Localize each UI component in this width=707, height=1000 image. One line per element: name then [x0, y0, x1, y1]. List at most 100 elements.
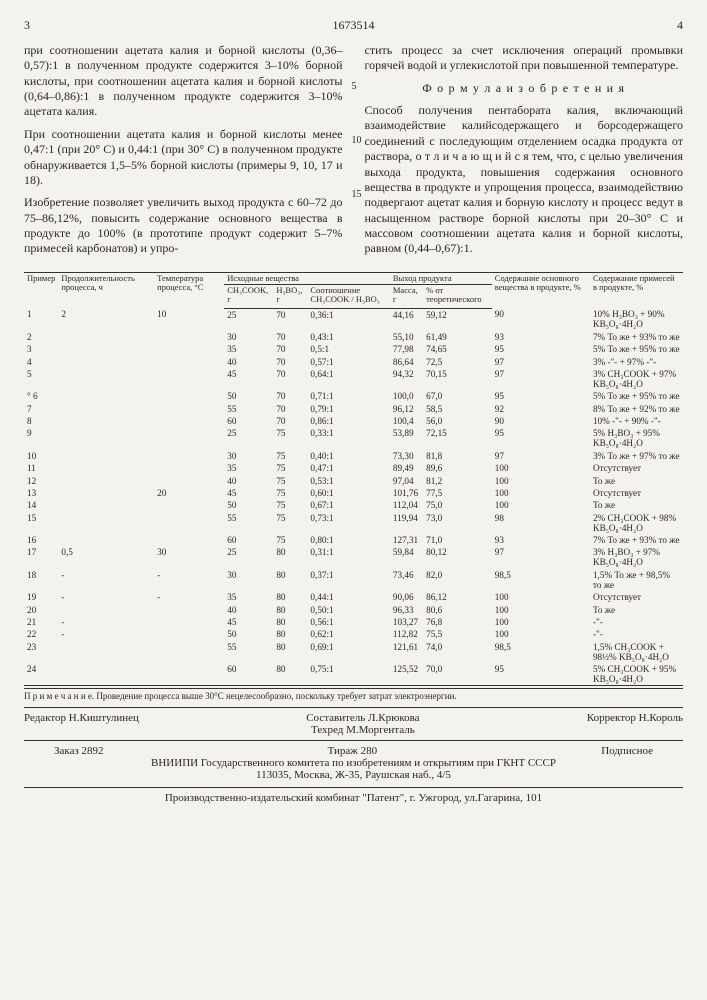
table-cell — [154, 474, 224, 486]
table-cell: 0,62:1 — [307, 628, 389, 640]
table-cell — [154, 343, 224, 355]
table-cell: 55,10 — [390, 331, 423, 343]
table-cell: 35 — [224, 591, 273, 603]
table-cell: 121,61 — [390, 640, 423, 662]
para-l2: При соотношении ацетата калия и борной к… — [24, 127, 343, 188]
table-cell: 80 — [273, 569, 307, 591]
text-columns: при соотношении ацетата калия и борной к… — [24, 43, 683, 264]
table-cell: 0,80:1 — [307, 534, 389, 546]
th-temp: Температура процесса, °C — [154, 272, 224, 308]
table-cell: 100 — [492, 487, 590, 499]
table-cell: 75 — [273, 462, 307, 474]
table-cell: - — [154, 591, 224, 603]
table-cell: 22 — [24, 628, 58, 640]
page-right: 4 — [677, 18, 683, 33]
table-cell: 5% CH₃COOK + 95% KB₅O₈·4H₂O — [590, 663, 683, 686]
table-row: 1555750,73:1119,9473,0982% CH₃COOK + 98%… — [24, 511, 683, 533]
table-cell: 89,49 — [390, 462, 423, 474]
table-cell: 2% CH₃COOK + 98% KB₅O₈·4H₂O — [590, 511, 683, 533]
table-cell: 92 — [492, 402, 590, 414]
table-cell — [154, 663, 224, 686]
table-cell — [154, 450, 224, 462]
table-cell: 30 — [154, 546, 224, 568]
table-cell — [154, 499, 224, 511]
table-cell: 70 — [273, 402, 307, 414]
table-cell: 2 — [58, 308, 154, 330]
table-cell: 7% То же + 93% то же — [590, 534, 683, 546]
table-row: 2460800,75:1125,5270,0955% CH₃COOK + 95%… — [24, 663, 683, 686]
table-cell: 95 — [492, 343, 590, 355]
table-cell: 45 — [224, 487, 273, 499]
table-cell — [154, 603, 224, 615]
table-cell: 82,0 — [423, 569, 492, 591]
table-cell: 90,06 — [390, 591, 423, 603]
formula-title: Ф о р м у л а и з о б р е т е н и я — [365, 81, 684, 96]
table-cell — [154, 427, 224, 449]
th-inputs: Исходные вещества — [224, 272, 390, 284]
table-cell: 17 — [24, 546, 58, 568]
table-cell: 1 — [24, 308, 58, 330]
table-cell — [58, 450, 154, 462]
table-cell — [58, 427, 154, 449]
table-cell: 10 — [24, 450, 58, 462]
table-row: ° 650700,71:1100,067,0955% То же + 95% т… — [24, 390, 683, 402]
table-cell: - — [58, 616, 154, 628]
table-cell: 35 — [224, 462, 273, 474]
table-row: 132045750,60:1101,7677,5100Отсутствует — [24, 487, 683, 499]
table-cell: 80 — [273, 591, 307, 603]
table-row: 170,53025800,31:159,8480,12973% H₃BO₃ + … — [24, 546, 683, 568]
table-cell — [58, 343, 154, 355]
table-cell: 80 — [273, 546, 307, 568]
table-row: 440700,57:186,6472,5973% -"- + 97% -"- — [24, 355, 683, 367]
table-cell: 80 — [273, 616, 307, 628]
table-cell: 25 — [224, 427, 273, 449]
table-cell: 70 — [273, 308, 307, 330]
table-cell: 0,53:1 — [307, 474, 389, 486]
techred: Техред М.Моргенталь — [311, 724, 415, 736]
table-cell: 100,0 — [390, 390, 423, 402]
table-row: 925750,33:153,8972,15955% H₃BO₃ + 95% KB… — [24, 427, 683, 449]
th-pct: % от теоретического — [423, 285, 492, 309]
table-cell: 94,32 — [390, 368, 423, 390]
para-r2: Способ получения пентабората калия, вклю… — [365, 103, 684, 257]
table-cell — [58, 331, 154, 343]
para-l3: Изобретение позволяет увеличить выход пр… — [24, 195, 343, 256]
table-cell: 97,04 — [390, 474, 423, 486]
table-cell: 127,31 — [390, 534, 423, 546]
table-row: 21-45800,56:1103,2776,8100-"- — [24, 616, 683, 628]
table-cell: 0,67:1 — [307, 499, 389, 511]
table-cell: 90 — [492, 415, 590, 427]
line-marker-5: 5 — [352, 81, 357, 94]
table-cell — [154, 368, 224, 390]
table-cell: То же — [590, 603, 683, 615]
table-cell: 44,16 — [390, 308, 423, 330]
table-cell: 119,94 — [390, 511, 423, 533]
table-cell: 50 — [224, 390, 273, 402]
table-cell — [154, 390, 224, 402]
table-cell: 70 — [273, 343, 307, 355]
left-column: при соотношении ацетата калия и борной к… — [24, 43, 343, 264]
table-cell: 45 — [224, 616, 273, 628]
table-cell: 93 — [492, 534, 590, 546]
table-cell: 71,0 — [423, 534, 492, 546]
table-cell: Отсутствует — [590, 462, 683, 474]
table-cell: 58,5 — [423, 402, 492, 414]
table-cell: 80,6 — [423, 603, 492, 615]
right-column: 5 10 15 стить процесс за счет исключения… — [365, 43, 684, 264]
table-cell: 70 — [273, 368, 307, 390]
table-cell: 75 — [273, 511, 307, 533]
table-cell — [154, 628, 224, 640]
table-footnote: П р и м е ч а н и е. Проведение процесса… — [24, 688, 683, 701]
table-row: 1240750,53:197,0481,2100То же — [24, 474, 683, 486]
table-cell: 80 — [273, 628, 307, 640]
table-cell: 40 — [224, 474, 273, 486]
table-cell: 95 — [492, 427, 590, 449]
table-cell: 89,6 — [423, 462, 492, 474]
table-cell: 70 — [273, 355, 307, 367]
table-cell: - — [58, 628, 154, 640]
table-cell: 40 — [224, 603, 273, 615]
table-cell: 90 — [492, 308, 590, 330]
table-cell: - — [58, 569, 154, 591]
table-cell: 2 — [24, 331, 58, 343]
table-row: 2040800,50:196,3380,6100То же — [24, 603, 683, 615]
